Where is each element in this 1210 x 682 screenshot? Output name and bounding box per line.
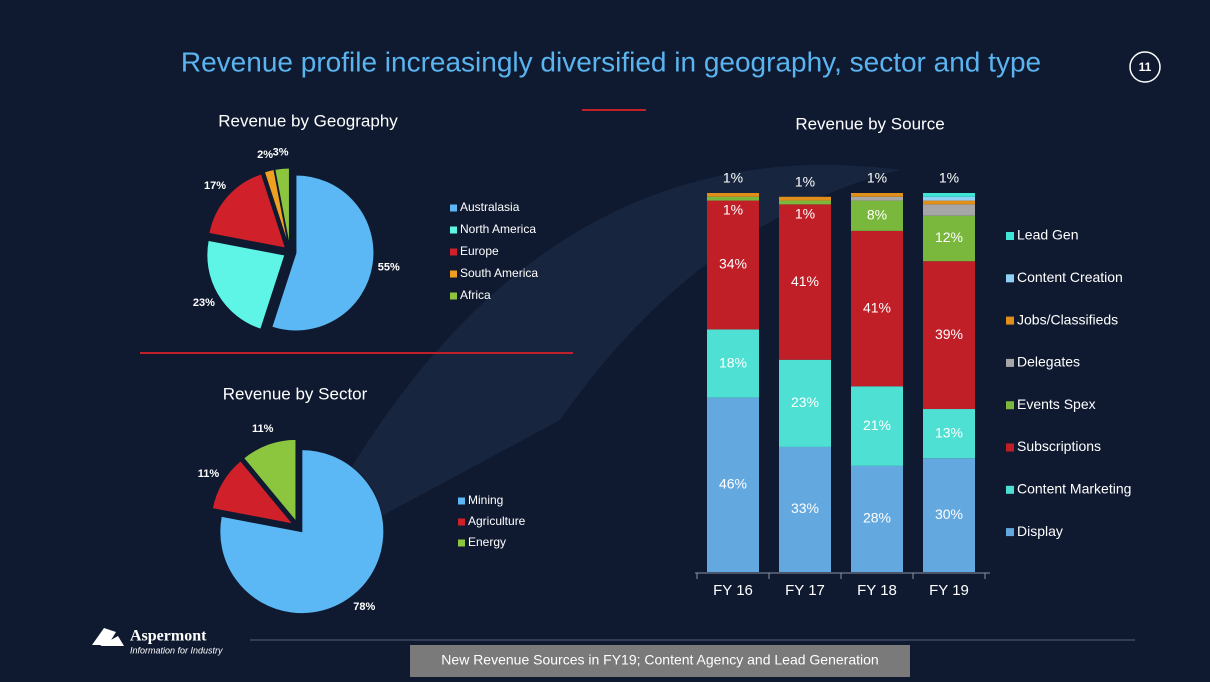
- bar-value-label: 18%: [719, 354, 747, 370]
- slice-label: 17%: [204, 180, 226, 192]
- slice-label: 23%: [193, 297, 215, 309]
- slide-title: Revenue profile increasingly diversified…: [181, 46, 1041, 77]
- legend-label: Delegates: [1017, 354, 1080, 370]
- bar-value-label: 1%: [723, 202, 743, 218]
- legend-swatch: [450, 249, 457, 256]
- legend-label: Content Marketing: [1017, 481, 1131, 497]
- x-tick-label: FY 17: [785, 582, 825, 599]
- legend-swatch: [1006, 486, 1014, 494]
- bar-value-label: 1%: [795, 173, 815, 189]
- legend-label: Jobs/Classifieds: [1017, 311, 1118, 327]
- chart-title: Revenue by Geography: [218, 111, 398, 130]
- logo: Aspermont: [130, 628, 207, 645]
- bar-value-label: 1%: [939, 170, 959, 186]
- bar-value-label: 12%: [935, 229, 963, 245]
- legend-swatch: [1006, 444, 1014, 452]
- bar-value-label: 28%: [863, 510, 891, 526]
- bar-value-label: 30%: [935, 506, 963, 522]
- bar-value-label: 1%: [795, 205, 815, 221]
- legend-swatch: [1006, 528, 1014, 536]
- bar-segment: [851, 197, 903, 201]
- bar-value-label: 21%: [863, 417, 891, 433]
- legend-swatch: [1006, 232, 1014, 240]
- bar-segment: [923, 201, 975, 205]
- bar-value-label: 46%: [719, 476, 747, 492]
- slide: Revenue profile increasingly diversified…: [0, 0, 1210, 682]
- bar-value-label: 8%: [867, 206, 887, 222]
- chart-title: Revenue by Source: [795, 114, 944, 133]
- bar-value-label: 39%: [935, 326, 963, 342]
- bar-value-label: 33%: [791, 500, 819, 516]
- bar-segment: [779, 197, 831, 201]
- legend-swatch: [458, 519, 465, 526]
- bar-value-label: 41%: [791, 273, 819, 289]
- slice-label: 3%: [273, 146, 289, 158]
- legend-label: Content Creation: [1017, 269, 1123, 285]
- legend-label: Europe: [460, 244, 499, 258]
- bar-segment: [851, 193, 903, 197]
- legend-swatch: [450, 227, 457, 234]
- legend-label: Events Spex: [1017, 396, 1096, 412]
- bar-segment: [923, 193, 975, 197]
- footer-text: New Revenue Sources in FY19; Content Age…: [441, 652, 878, 668]
- legend-label: Energy: [468, 535, 506, 549]
- legend-swatch: [1006, 401, 1014, 409]
- legend-label: Australasia: [460, 200, 520, 214]
- legend-swatch: [450, 205, 457, 212]
- legend-label: Agriculture: [468, 514, 526, 528]
- bar-segment: [779, 201, 831, 205]
- legend-swatch: [1006, 317, 1014, 325]
- bar-value-label: 34%: [719, 256, 747, 272]
- legend-label: North America: [460, 222, 536, 236]
- legend-swatch: [458, 540, 465, 547]
- legend-label: Mining: [468, 493, 503, 507]
- bar-segment: [923, 204, 975, 215]
- x-tick-label: FY 18: [857, 582, 897, 599]
- x-tick-label: FY 19: [929, 582, 969, 599]
- legend-label: South America: [460, 266, 538, 280]
- page-number: 11: [1139, 60, 1152, 74]
- legend-label: Africa: [460, 288, 491, 302]
- bar-value-label: 23%: [791, 394, 819, 410]
- legend-swatch: [450, 271, 457, 278]
- legend-label: Subscriptions: [1017, 438, 1101, 454]
- logo-tagline: Information for Industry: [130, 645, 223, 655]
- slice-label: 55%: [378, 262, 400, 274]
- legend-swatch: [1006, 359, 1014, 367]
- slice-label: 11%: [198, 468, 220, 480]
- slice-label: 11%: [252, 423, 274, 435]
- bar-value-label: 1%: [867, 170, 887, 186]
- chart-title: Revenue by Sector: [223, 384, 368, 403]
- bar-segment: [707, 193, 759, 197]
- bar-value-label: 1%: [723, 170, 743, 186]
- bar-segment: [923, 197, 975, 201]
- legend-label: Display: [1017, 523, 1063, 539]
- x-tick-label: FY 16: [713, 582, 753, 599]
- legend-swatch: [1006, 274, 1014, 282]
- bar-value-label: 13%: [935, 424, 963, 440]
- bar-segment: [707, 197, 759, 201]
- slice-label: 2%: [257, 149, 273, 161]
- legend-swatch: [450, 293, 457, 300]
- legend-label: Lead Gen: [1017, 227, 1079, 243]
- legend-swatch: [458, 498, 465, 505]
- bar-value-label: 41%: [863, 299, 891, 315]
- slice-label: 78%: [353, 601, 375, 613]
